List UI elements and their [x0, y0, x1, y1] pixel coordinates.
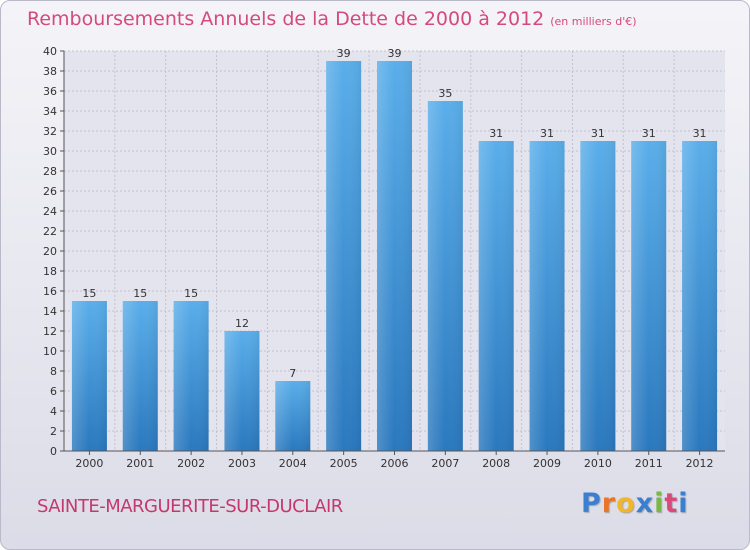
proxiti-logo: Proxiti	[581, 488, 689, 519]
bar-shine	[580, 141, 616, 451]
y-tick-label: 26	[43, 185, 57, 198]
bar-shine	[377, 61, 412, 451]
y-tick-label: 28	[43, 165, 57, 178]
x-tick-label: 2005	[330, 457, 358, 470]
x-tick-label: 2008	[482, 457, 510, 470]
logo-letter: r	[601, 488, 617, 519]
data-label: 31	[540, 127, 554, 140]
data-label: 39	[388, 47, 402, 60]
data-label: 7	[289, 367, 296, 380]
title-unit: (en milliers d'€)	[550, 15, 637, 28]
y-tick-label: 6	[50, 385, 57, 398]
data-label: 15	[184, 287, 198, 300]
chart-title: Remboursements Annuels de la Dette de 20…	[27, 8, 637, 30]
x-tick-label: 2004	[279, 457, 307, 470]
logo-letter: x	[635, 488, 655, 519]
y-tick-label: 8	[50, 365, 57, 378]
bar-shine	[122, 301, 158, 451]
x-tick-label: 2009	[533, 457, 561, 470]
bar-shine	[173, 301, 209, 451]
x-tick-label: 2012	[686, 457, 714, 470]
logo-letter: P	[581, 488, 602, 519]
y-tick-label: 16	[43, 285, 57, 298]
bar-shine	[682, 141, 718, 451]
y-tick-label: 0	[50, 445, 57, 458]
bar-shine	[326, 61, 362, 451]
data-label: 31	[489, 127, 503, 140]
bar-shine	[275, 381, 311, 451]
bar-shine	[478, 141, 514, 451]
y-tick-label: 40	[43, 45, 57, 58]
bar-shine	[71, 301, 107, 451]
commune-name: SAINTE-MARGUERITE-SUR-DUCLAIR	[37, 496, 343, 517]
logo-letter: i	[678, 488, 689, 519]
x-tick-label: 2011	[635, 457, 663, 470]
data-label: 31	[642, 127, 656, 140]
y-tick-label: 18	[43, 265, 57, 278]
data-label: 31	[693, 127, 707, 140]
x-tick-label: 2002	[177, 457, 205, 470]
y-tick-label: 20	[43, 245, 57, 258]
y-tick-label: 36	[43, 85, 57, 98]
y-tick-label: 32	[43, 125, 57, 138]
y-tick-label: 14	[43, 305, 57, 318]
data-label: 15	[133, 287, 147, 300]
x-tick-label: 2007	[431, 457, 459, 470]
x-tick-label: 2006	[381, 457, 409, 470]
data-label: 39	[337, 47, 351, 60]
data-label: 31	[591, 127, 605, 140]
data-label: 12	[235, 317, 249, 330]
y-tick-label: 38	[43, 65, 57, 78]
y-tick-label: 22	[43, 225, 57, 238]
logo-letter: i	[654, 488, 665, 519]
bar-shine	[631, 141, 667, 451]
y-tick-label: 12	[43, 325, 57, 338]
x-tick-label: 2010	[584, 457, 612, 470]
bar-shine	[529, 141, 565, 451]
x-tick-label: 2001	[126, 457, 154, 470]
y-tick-label: 30	[43, 145, 57, 158]
y-tick-label: 2	[50, 425, 57, 438]
data-label: 35	[438, 87, 452, 100]
bar-shine	[224, 331, 260, 451]
data-label: 15	[82, 287, 96, 300]
logo-letter: t	[664, 488, 679, 519]
x-tick-label: 2000	[75, 457, 103, 470]
title-text: Remboursements Annuels de la Dette de 20…	[27, 8, 545, 30]
y-tick-label: 34	[43, 105, 57, 118]
logo-letter: o	[616, 488, 636, 519]
x-tick-label: 2003	[228, 457, 256, 470]
bar-shine	[427, 101, 463, 451]
y-tick-label: 10	[43, 345, 57, 358]
y-tick-label: 4	[50, 405, 57, 418]
y-tick-label: 24	[43, 205, 57, 218]
